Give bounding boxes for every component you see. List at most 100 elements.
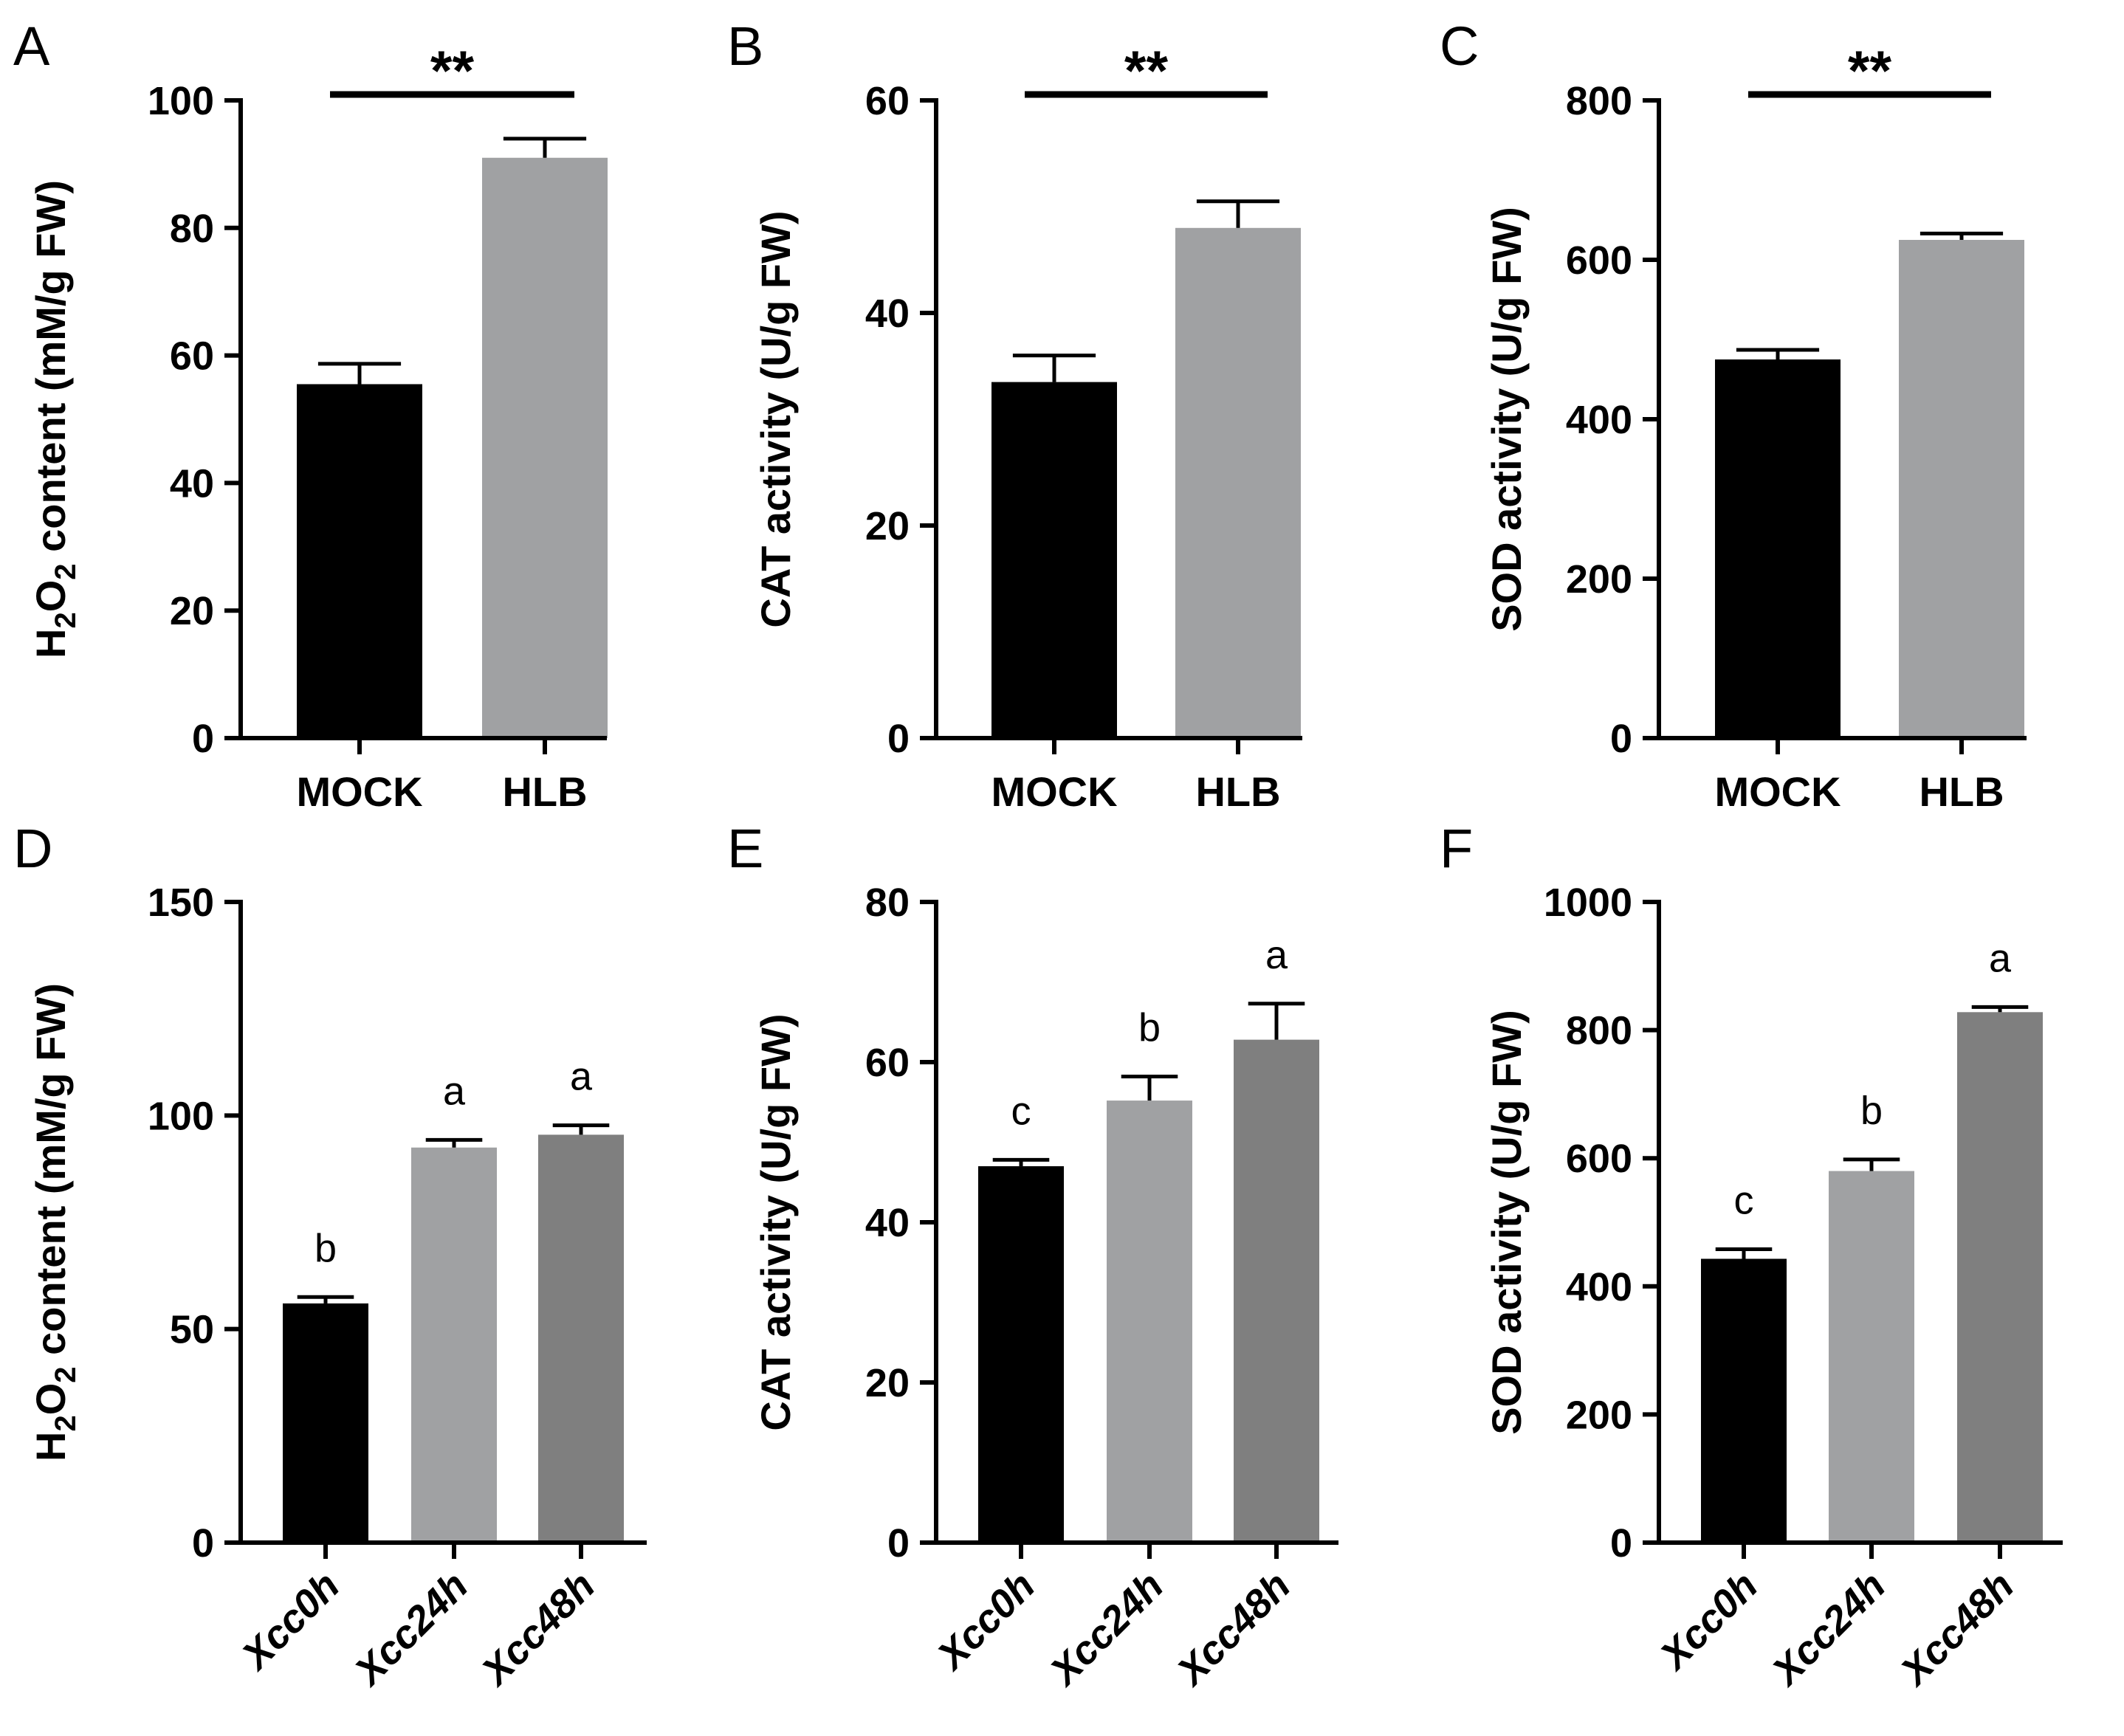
y-tick-label: 600	[1566, 1137, 1632, 1181]
y-tick-label: 60	[865, 1041, 910, 1085]
y-axis-label-mid: O	[27, 580, 74, 613]
bar-xcc0h	[283, 1303, 368, 1543]
significance-letter: c	[1011, 1089, 1031, 1133]
y-tick-label: 0	[887, 1521, 910, 1566]
significance-letter: b	[1138, 1006, 1161, 1050]
bar-hlb	[1175, 227, 1301, 738]
x-category-label: Xcc24h	[1762, 1563, 1894, 1695]
panel-letter: C	[1440, 16, 1479, 77]
y-tick-label: 1000	[1544, 881, 1632, 925]
y-axis-label-pre: H	[27, 1432, 74, 1461]
y-tick-label: 60	[170, 334, 214, 379]
bar-xcc0h	[978, 1166, 1064, 1543]
y-tick-label: 0	[887, 717, 910, 761]
y-axis-label-pre: H	[27, 629, 74, 658]
bar-xcc24h	[1829, 1171, 1914, 1543]
y-tick-label: 0	[1610, 1521, 1632, 1566]
y-tick-label: 0	[192, 717, 214, 761]
significance-letter: b	[315, 1226, 337, 1270]
y-axis-label-post: content (mM/g FW)	[27, 983, 74, 1366]
bar-mock	[991, 382, 1117, 738]
x-category-label: Xcc24h	[345, 1563, 476, 1695]
x-category-label: HLB	[502, 768, 587, 815]
x-category-label: MOCK	[296, 768, 422, 815]
bar-mock	[1715, 359, 1841, 738]
x-category-label: Xcc48h	[472, 1563, 603, 1695]
bar-hlb	[1899, 240, 2024, 738]
bar-xcc48h	[1234, 1039, 1319, 1543]
y-tick-label: 100	[148, 1094, 214, 1138]
bar-mock	[297, 384, 422, 738]
panel-b: B 0 20 40 60 MOCK HLB CAT activity (U/g FW) **	[727, 16, 1302, 815]
y-tick-label: 800	[1566, 1009, 1632, 1053]
y-tick-label: 40	[170, 461, 214, 506]
y-tick-label: 400	[1566, 1265, 1632, 1309]
y-axis-label-post: content (mM/g FW)	[27, 180, 74, 563]
y-axis-label: H2O2 content (mM/g FW)	[27, 180, 82, 658]
panel-letter: F	[1440, 818, 1473, 879]
y-tick-label: 100	[148, 79, 214, 123]
significance-letter: a	[1989, 936, 2012, 980]
x-category-label: HLB	[1195, 768, 1280, 815]
y-axis-label-sub2: 2	[49, 563, 82, 579]
y-axis-label-sub2: 2	[49, 1366, 82, 1382]
y-tick-label: 50	[170, 1308, 214, 1352]
x-category-label: Xcc48h	[1891, 1563, 2022, 1695]
significance-stars: **	[430, 40, 475, 103]
y-axis-label-mid: O	[27, 1383, 74, 1416]
y-tick-label: 40	[865, 1201, 910, 1245]
panel-letter: B	[727, 16, 763, 77]
panel-letter: A	[13, 16, 50, 77]
y-tick-label: 200	[1566, 557, 1632, 602]
bar-xcc24h	[1107, 1100, 1192, 1543]
bar-xcc24h	[411, 1147, 497, 1543]
y-axis-label-sub1: 2	[49, 612, 82, 628]
y-tick-label: 0	[192, 1521, 214, 1566]
bar-xcc48h	[538, 1134, 624, 1543]
y-tick-label: 400	[1566, 398, 1632, 442]
y-tick-label: 60	[865, 79, 910, 123]
y-tick-label: 0	[1610, 717, 1632, 761]
y-axis-label: CAT activity (U/g FW)	[752, 1013, 799, 1430]
y-tick-label: 20	[865, 504, 910, 548]
x-category-label: MOCK	[1714, 768, 1841, 815]
x-category-label: Xcc24h	[1040, 1563, 1172, 1695]
x-category-label: MOCK	[991, 768, 1117, 815]
significance-stars: **	[1848, 40, 1892, 103]
y-tick-label: 200	[1566, 1393, 1632, 1437]
y-axis-label: CAT activity (U/g FW)	[752, 210, 799, 627]
y-tick-label: 80	[170, 207, 214, 251]
y-axis-label: H2O2 content (mM/g FW)	[27, 983, 82, 1461]
bar-xcc48h	[1957, 1012, 2043, 1543]
bar-hlb	[482, 157, 608, 738]
y-tick-label: 20	[865, 1361, 910, 1405]
y-axis-label: SOD activity (U/g FW)	[1483, 1010, 1530, 1435]
x-category-label: Xcc0h	[232, 1563, 348, 1679]
y-tick-label: 150	[148, 881, 214, 925]
y-axis-label-sub1: 2	[49, 1415, 82, 1431]
panel-c: C 0 200 400 600 800 MOCK HLB SOD activity (U/g F…	[1440, 16, 2027, 815]
significance-letter: b	[1860, 1089, 1883, 1133]
panel-letter: D	[13, 818, 52, 879]
significance-letter: c	[1734, 1178, 1754, 1222]
bar-xcc0h	[1701, 1258, 1787, 1543]
x-category-label: HLB	[1919, 768, 2004, 815]
significance-letter: a	[443, 1069, 466, 1113]
panel-letter: E	[727, 818, 763, 879]
y-tick-label: 40	[865, 292, 910, 336]
x-category-label: Xcc0h	[927, 1563, 1043, 1679]
significance-letter: a	[1265, 933, 1288, 977]
y-tick-label: 600	[1566, 238, 1632, 283]
significance-letter: a	[570, 1055, 593, 1099]
y-tick-label: 20	[170, 589, 214, 633]
y-axis-label: SOD activity (U/g FW)	[1483, 207, 1530, 632]
y-tick-label: 80	[865, 881, 910, 925]
x-category-label: Xcc0h	[1650, 1563, 1766, 1679]
y-tick-label: 800	[1566, 79, 1632, 123]
x-category-label: Xcc48h	[1167, 1563, 1299, 1695]
